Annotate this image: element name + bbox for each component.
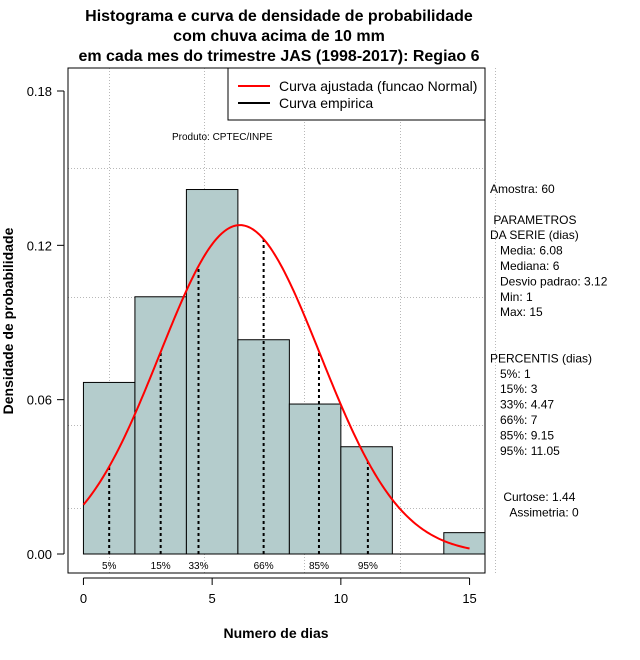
product-annotation: Produto: CPTEC/INPE (172, 132, 273, 143)
legend-label: Curva empirica (279, 95, 373, 111)
stats-line: PARAMETROS (490, 213, 576, 227)
percentile-label: 85% (309, 561, 329, 572)
stats-line: 85%: 9.15 (490, 428, 554, 442)
stats-line: Max: 15 (490, 305, 543, 319)
chart-title-line: Histograma e curva de densidade de proba… (85, 8, 473, 25)
normal-curve (82, 224, 470, 550)
stats-line: PERCENTIS (dias) (490, 351, 592, 365)
legend: Curva ajustada (funcao Normal)Curva empi… (227, 67, 486, 121)
stats-line: Curtose: 1.44 (490, 490, 576, 504)
histogram-bars (82, 189, 486, 555)
legend-label: Curva ajustada (funcao Normal) (279, 78, 477, 94)
stats-line: 95%: 11.05 (490, 444, 560, 458)
stats-line: Mediana: 6 (490, 259, 560, 273)
stats-line: Media: 6.08 (490, 244, 563, 258)
legend-box (227, 67, 486, 121)
y-axis-label: Densidade de probabilidade (0, 227, 16, 414)
percentile-label: 15% (151, 561, 171, 572)
stats-line: Desvio padrao: 3.12 (490, 274, 608, 288)
stats-line: Amostra: 60 (490, 182, 555, 196)
stats-line: 66%: 7 (490, 413, 538, 427)
x-tick-label: 10 (334, 591, 348, 606)
normal-curve-line (82, 224, 470, 550)
stats-line: 5%: 1 (490, 367, 531, 381)
x-tick-label: 5 (209, 591, 216, 606)
histogram-bar (185, 189, 239, 555)
stats-line: DA SERIE (dias) (490, 228, 579, 242)
stats-line: 33%: 4.47 (490, 398, 554, 412)
percentile-label: 66% (254, 561, 274, 572)
stats-line: Min: 1 (490, 290, 533, 304)
x-axis: 0 5 10 15 (80, 577, 477, 606)
y-tick-label: 0.12 (27, 238, 52, 253)
y-tick-label: 0.00 (27, 547, 52, 562)
chart-title-line: com chuva acima de 10 mm (173, 28, 385, 45)
x-tick-label: 0 (80, 591, 87, 606)
y-tick-label: 0.18 (27, 84, 52, 99)
x-tick-label: 15 (462, 591, 476, 606)
y-axis: 0.00 0.06 0.12 0.18 (27, 84, 65, 562)
percentile-markers: 5% 15% 33% 66% 85% 95% (102, 239, 378, 572)
stats-line: Assimetria: 0 (490, 505, 579, 519)
chart-title: Histograma e curva de densidade de proba… (78, 8, 479, 65)
chart-title-line: em cada mes do trimestre JAS (1998-2017)… (78, 48, 479, 65)
percentile-label: 33% (188, 561, 208, 572)
x-axis-label: Numero de dias (223, 625, 328, 641)
percentile-label: 5% (102, 561, 117, 572)
y-tick-label: 0.06 (27, 393, 52, 408)
histogram-bar (288, 403, 342, 555)
stats-line: 15%: 3 (490, 382, 538, 396)
percentile-label: 95% (358, 561, 378, 572)
histogram-bar (340, 446, 393, 555)
